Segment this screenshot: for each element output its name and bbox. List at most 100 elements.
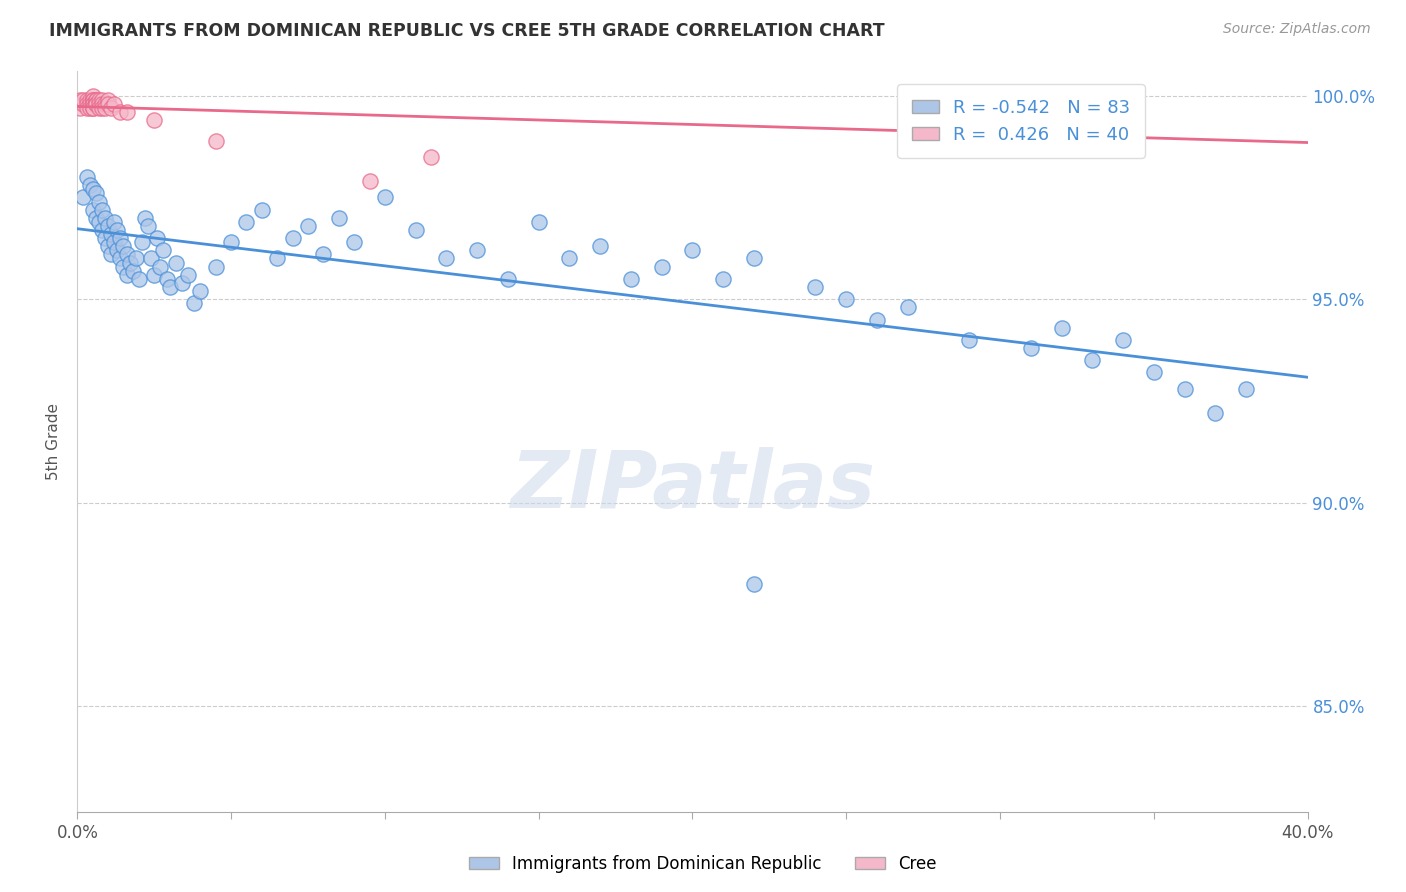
- Point: [76, 101, 98, 115]
- Point: [110, 231, 132, 245]
- Point: [82, 88, 104, 103]
- Point: [97, 239, 120, 253]
- Point: [87, 96, 110, 111]
- Point: [359, 174, 381, 188]
- Point: [297, 219, 319, 233]
- Point: [1019, 88, 1042, 103]
- Point: [121, 263, 143, 277]
- Point: [97, 96, 120, 111]
- Point: [1112, 333, 1135, 347]
- Text: Source: ZipAtlas.com: Source: ZipAtlas.com: [1223, 22, 1371, 37]
- Point: [125, 252, 148, 266]
- Point: [90, 101, 114, 115]
- Point: [84, 93, 107, 107]
- Point: [118, 255, 141, 269]
- Point: [82, 93, 104, 107]
- Point: [100, 247, 122, 261]
- Point: [436, 252, 458, 266]
- Point: [69, 101, 91, 115]
- Point: [82, 182, 104, 196]
- Legend: Immigrants from Dominican Republic, Cree: Immigrants from Dominican Republic, Cree: [463, 848, 943, 880]
- Point: [235, 215, 257, 229]
- Point: [112, 239, 135, 253]
- Point: [405, 223, 427, 237]
- Point: [103, 96, 125, 111]
- Point: [188, 284, 212, 298]
- Point: [589, 239, 612, 253]
- Point: [94, 96, 117, 111]
- Point: [1174, 382, 1197, 396]
- Point: [87, 194, 110, 209]
- Point: [82, 202, 104, 217]
- Point: [84, 186, 107, 201]
- Point: [82, 93, 104, 107]
- Point: [897, 301, 920, 315]
- Point: [170, 276, 193, 290]
- Point: [110, 252, 132, 266]
- Point: [82, 96, 104, 111]
- Point: [97, 93, 120, 107]
- Point: [620, 272, 643, 286]
- Point: [115, 268, 138, 282]
- Text: ZIPatlas: ZIPatlas: [510, 447, 875, 525]
- Point: [110, 105, 132, 120]
- Point: [115, 105, 138, 120]
- Point: [87, 215, 110, 229]
- Point: [79, 96, 101, 111]
- Point: [82, 101, 104, 115]
- Point: [82, 96, 104, 111]
- Point: [94, 231, 117, 245]
- Point: [134, 211, 156, 225]
- Point: [1143, 365, 1166, 379]
- Point: [76, 170, 98, 185]
- Point: [1019, 341, 1042, 355]
- Point: [84, 96, 107, 111]
- Point: [149, 260, 172, 274]
- Point: [141, 252, 163, 266]
- Point: [159, 280, 181, 294]
- Point: [804, 280, 827, 294]
- Point: [281, 231, 304, 245]
- Point: [97, 219, 120, 233]
- Point: [742, 577, 765, 591]
- Point: [79, 101, 101, 115]
- Point: [84, 93, 107, 107]
- Point: [183, 296, 205, 310]
- Point: [84, 211, 107, 225]
- Point: [152, 244, 174, 258]
- Point: [79, 178, 101, 193]
- Point: [100, 227, 122, 241]
- Point: [155, 272, 177, 286]
- Point: [87, 101, 110, 115]
- Point: [79, 93, 101, 107]
- Point: [143, 113, 166, 128]
- Point: [76, 96, 98, 111]
- Point: [1204, 406, 1226, 420]
- Point: [742, 252, 765, 266]
- Point: [177, 268, 200, 282]
- Point: [90, 202, 114, 217]
- Point: [84, 96, 107, 111]
- Point: [219, 235, 242, 250]
- Point: [496, 272, 519, 286]
- Point: [90, 93, 114, 107]
- Point: [266, 252, 288, 266]
- Point: [420, 150, 443, 164]
- Point: [105, 244, 128, 258]
- Point: [146, 231, 169, 245]
- Point: [711, 272, 734, 286]
- Point: [103, 235, 125, 250]
- Point: [527, 215, 550, 229]
- Point: [558, 252, 581, 266]
- Point: [165, 255, 187, 269]
- Point: [204, 260, 226, 274]
- Point: [343, 235, 366, 250]
- Point: [465, 244, 488, 258]
- Text: IMMIGRANTS FROM DOMINICAN REPUBLIC VS CREE 5TH GRADE CORRELATION CHART: IMMIGRANTS FROM DOMINICAN REPUBLIC VS CR…: [49, 22, 884, 40]
- Point: [204, 134, 226, 148]
- Point: [100, 101, 122, 115]
- Point: [835, 292, 858, 306]
- Point: [69, 93, 91, 107]
- Point: [682, 244, 704, 258]
- Point: [250, 202, 273, 217]
